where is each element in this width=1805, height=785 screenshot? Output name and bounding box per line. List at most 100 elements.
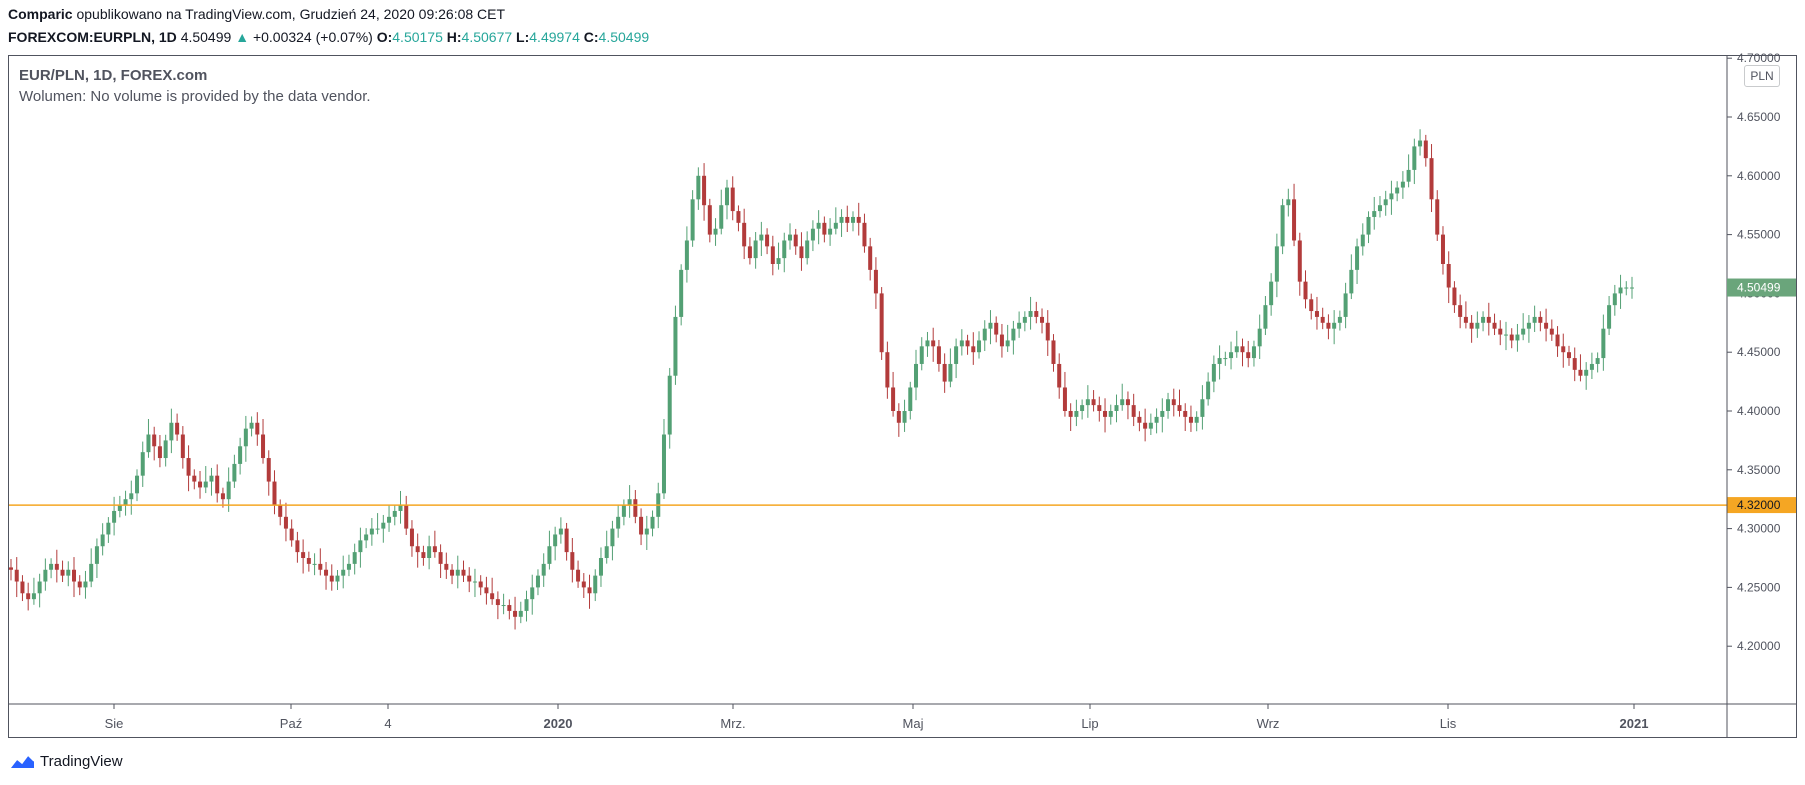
- candle: [272, 470, 277, 515]
- candle-body: [1057, 363, 1062, 388]
- candle: [43, 558, 48, 591]
- candle-body: [553, 534, 558, 547]
- candle-body: [931, 340, 936, 347]
- candle: [736, 205, 741, 232]
- candle-body: [742, 222, 747, 247]
- candle-body: [1532, 316, 1537, 323]
- candle-body: [1343, 293, 1348, 317]
- candle-body: [83, 581, 88, 588]
- candle-body: [518, 610, 523, 617]
- candle-body: [106, 522, 111, 535]
- candle-body: [77, 581, 82, 588]
- candle-body: [1309, 299, 1314, 312]
- candle: [1395, 181, 1400, 202]
- price-tick-label: 4.30000: [1737, 522, 1781, 536]
- candle-body: [908, 387, 913, 411]
- candle: [891, 371, 896, 417]
- candle: [1332, 310, 1337, 345]
- candle: [576, 560, 581, 588]
- tradingview-logo[interactable]: TradingView: [8, 752, 123, 770]
- candle: [707, 198, 712, 243]
- candle: [409, 520, 414, 557]
- candle: [558, 517, 563, 544]
- candle-body: [1131, 405, 1136, 417]
- candle: [1074, 399, 1079, 427]
- candle-body: [719, 205, 724, 229]
- candle-body: [702, 175, 707, 206]
- candle: [604, 530, 609, 564]
- candle-body: [1005, 340, 1010, 347]
- candle: [186, 445, 191, 492]
- candle: [140, 441, 145, 487]
- candle: [1463, 301, 1468, 329]
- candle-body: [1091, 399, 1096, 406]
- candle: [312, 553, 317, 576]
- candle-body: [914, 363, 919, 388]
- candle: [461, 560, 466, 582]
- price-tick-label: 4.40000: [1737, 404, 1781, 418]
- candle: [20, 575, 25, 602]
- candle: [1166, 392, 1171, 419]
- candle: [650, 510, 655, 537]
- candle-body: [398, 505, 403, 511]
- candle: [862, 213, 867, 253]
- chart-frame[interactable]: [8, 55, 1797, 738]
- price-change: +0.00324 (+0.07%): [252, 29, 373, 45]
- candle: [982, 320, 987, 352]
- candle-body: [1526, 322, 1531, 329]
- candle: [1309, 293, 1314, 320]
- candle: [719, 189, 724, 235]
- candle-body: [1440, 234, 1445, 264]
- candle: [1538, 311, 1543, 332]
- candle: [1229, 341, 1234, 370]
- candle: [977, 331, 982, 359]
- candle: [850, 211, 856, 232]
- chart-legend-title: EUR/PLN, 1D, FOREX.com: [19, 67, 208, 84]
- candle-body: [1148, 422, 1153, 429]
- candle: [1292, 183, 1297, 247]
- candle: [421, 545, 426, 566]
- candle-body: [1383, 199, 1388, 206]
- candle: [1526, 315, 1531, 343]
- candle: [1584, 362, 1589, 390]
- candle: [1618, 274, 1623, 309]
- candle-body: [724, 187, 729, 206]
- candle: [1372, 196, 1377, 230]
- candle-body: [1372, 211, 1377, 217]
- candle-body: [152, 434, 157, 447]
- candle: [765, 228, 770, 255]
- candle: [117, 495, 122, 518]
- candle-body: [787, 234, 793, 241]
- candle: [879, 287, 884, 360]
- candle: [1057, 353, 1062, 399]
- candle-body: [650, 516, 655, 529]
- candle-body: [495, 599, 500, 606]
- candle: [490, 577, 495, 605]
- candle-body: [1607, 305, 1612, 329]
- candle: [942, 353, 947, 393]
- candle-body: [1103, 411, 1108, 417]
- currency-button[interactable]: PLN: [1744, 65, 1780, 87]
- candle-body: [1337, 316, 1342, 323]
- candle-body: [1377, 205, 1382, 212]
- candle: [925, 331, 930, 357]
- candle-body: [879, 293, 884, 353]
- candle-body: [822, 222, 827, 235]
- candle: [1355, 238, 1360, 284]
- candle: [427, 535, 432, 570]
- candle-body: [1051, 340, 1056, 364]
- candle-body: [598, 558, 603, 576]
- candle: [1137, 411, 1142, 432]
- candle-body: [1011, 328, 1016, 341]
- candle-body: [558, 528, 563, 535]
- candle-body: [1360, 234, 1365, 247]
- candle-body: [684, 240, 689, 270]
- candle: [1458, 294, 1463, 329]
- candle: [1103, 398, 1108, 433]
- candle-body: [1389, 193, 1394, 200]
- candle-body: [1154, 416, 1159, 423]
- candle: [455, 555, 460, 589]
- candle: [1532, 305, 1537, 332]
- candle-body: [43, 569, 48, 582]
